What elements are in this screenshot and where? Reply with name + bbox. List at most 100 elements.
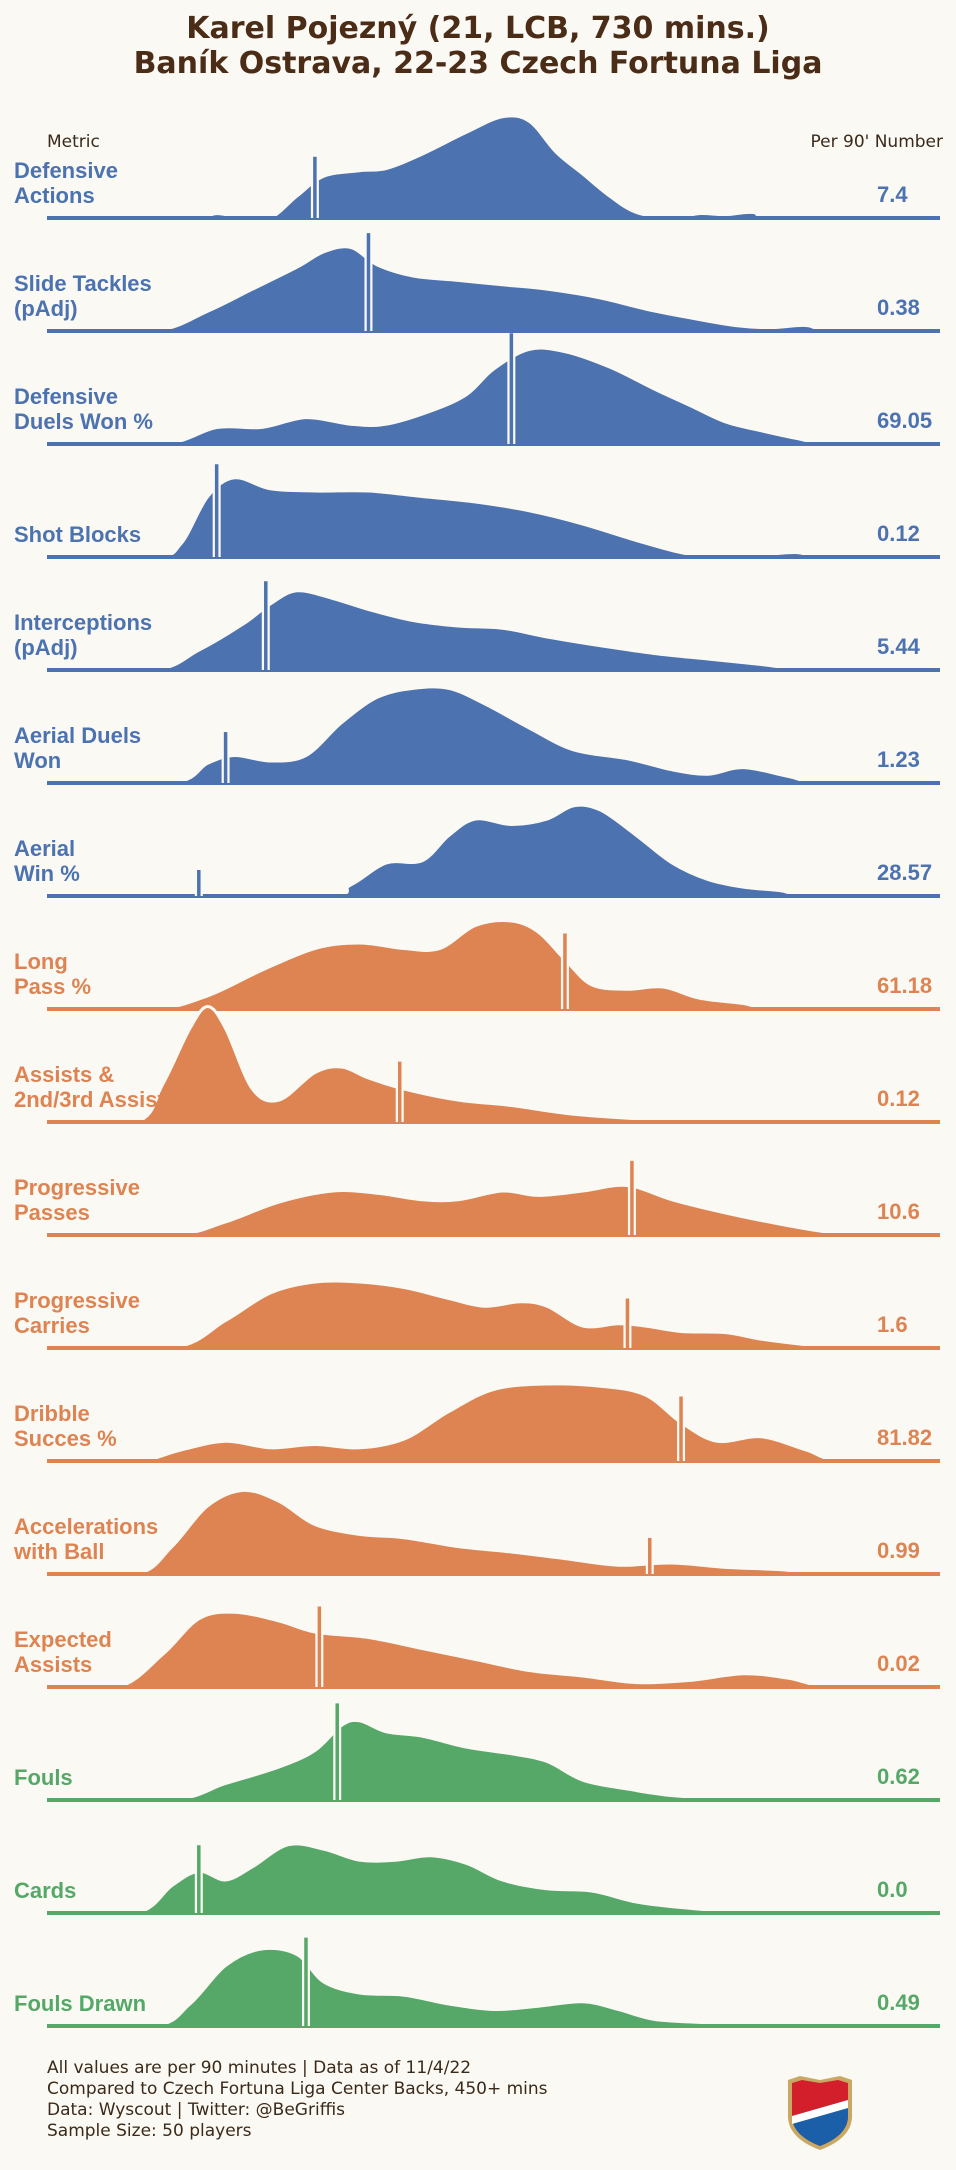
ridge-row [46, 114, 941, 222]
ridge-row [46, 1382, 941, 1464]
ridge-row [46, 464, 941, 560]
footer-line: Data: Wyscout | Twitter: @BeGriffis [47, 2100, 345, 2120]
metric-value: 0.38 [877, 295, 920, 320]
ridge-row [46, 1279, 941, 1352]
metric-label: Progressive Carries [14, 1288, 234, 1338]
density-area [46, 1004, 941, 1127]
metric-label: Cards [14, 1878, 234, 1903]
metric-label-line: Succes % [14, 1426, 117, 1451]
metric-label-line: Aerial [14, 836, 76, 861]
metric-label-line: Interceptions [14, 610, 153, 635]
metric-value: 0.49 [877, 1990, 920, 2015]
metric-value: 0.62 [877, 1764, 920, 1789]
footer-line: Sample Size: 50 players [47, 2121, 252, 2141]
metric-label: Dribble Succes % [14, 1401, 234, 1451]
fc-banik-ostrava-crest-icon [788, 2076, 852, 2150]
metric-label-line: Progressive [14, 1288, 140, 1313]
metric-label: Progressive Passes [14, 1175, 234, 1225]
metric-label-line: Pass % [14, 974, 92, 999]
metric-label: Long Pass % [14, 949, 234, 999]
density-area [46, 1183, 941, 1238]
ridge-row [46, 1842, 941, 1917]
density-area [46, 1718, 941, 1803]
metric-value: 81.82 [877, 1425, 933, 1450]
metric-label-line: Expected [14, 1627, 112, 1652]
ridgeline-chart [46, 114, 941, 2030]
metric-value: 0.0 [877, 1877, 908, 1902]
metric-label-line: 2nd/3rd Assists [14, 1087, 178, 1112]
metric-value: 61.18 [877, 973, 933, 998]
density-area [46, 1279, 941, 1352]
metric-label: Fouls Drawn [14, 1991, 234, 2016]
metric-label: Assists & 2nd/3rd Assists [14, 1062, 234, 1112]
ridge-row [46, 1488, 941, 1578]
metric-label-line: Assists [14, 1652, 93, 1677]
metric-label-line: Won [14, 748, 62, 773]
metric-label-line: (pAdj) [14, 296, 78, 321]
ridge-row [46, 233, 941, 334]
metric-value: 69.05 [877, 408, 933, 433]
metric-value: 0.99 [877, 1538, 920, 1563]
metric-label: Defensive Duels Won % [14, 384, 234, 434]
metric-label-line: Long [14, 949, 68, 974]
chart-title-line1: Karel Pojezný (21, LCB, 730 mins.) [186, 11, 770, 46]
ridge-row [46, 1937, 941, 2030]
metric-label: Shot Blocks [14, 522, 234, 547]
metric-label: Expected Assists [14, 1627, 234, 1677]
metric-label: Interceptions (pAdj) [14, 610, 234, 660]
density-area [46, 476, 941, 560]
ridge-row [46, 333, 941, 447]
metric-label-line: Carries [14, 1313, 90, 1338]
density-area [46, 1488, 941, 1578]
value-column-header: Per 90' Number [810, 132, 944, 152]
metric-value: 0.12 [877, 1086, 920, 1111]
chart-title-line2: Baník Ostrava, 22-23 Czech Fortuna Liga [133, 46, 823, 81]
density-area [46, 803, 941, 899]
metric-value: 0.02 [877, 1651, 920, 1676]
metric-value: 28.57 [877, 860, 933, 885]
metric-column-header: Metric [47, 132, 100, 152]
density-area [46, 919, 941, 1012]
ridge-row [46, 1703, 941, 1803]
metric-label-line: Fouls [14, 1765, 73, 1790]
metric-label-line: Shot Blocks [14, 522, 142, 547]
ridge-row [46, 685, 941, 786]
ridge-row [46, 803, 941, 899]
metric-label: Accelerations with Ball [14, 1514, 234, 1564]
ridge-row [46, 581, 941, 673]
metric-value: 7.4 [877, 182, 908, 207]
metric-label-line: Progressive [14, 1175, 140, 1200]
density-area [46, 1610, 941, 1691]
density-area [46, 1382, 941, 1464]
metric-label-line: Accelerations [14, 1514, 159, 1539]
density-area [46, 1842, 941, 1917]
density-area [46, 1946, 941, 2030]
density-area [46, 685, 941, 786]
ridge-row [46, 1160, 941, 1238]
footer-line: All values are per 90 minutes | Data as … [47, 2058, 472, 2078]
metric-label-line: Assists & [14, 1062, 115, 1087]
density-area [46, 245, 941, 334]
metric-label: Aerial Duels Won [14, 723, 234, 773]
metric-label-line: Cards [14, 1878, 77, 1903]
ridge-row [46, 919, 941, 1012]
metric-label-line: Duels Won % [14, 409, 153, 434]
ridge-row [46, 1606, 941, 1691]
metric-label: Defensive Actions [14, 158, 234, 208]
footer-notes: All values are per 90 minutes | Data as … [47, 2058, 548, 2142]
metric-label-line: Slide Tackles [14, 271, 152, 296]
metric-label: Fouls [14, 1765, 234, 1790]
ridge-row [46, 1004, 941, 1127]
metric-label: Slide Tackles (pAdj) [14, 271, 234, 321]
metric-label-line: Defensive [14, 158, 118, 183]
metric-label-line: Fouls Drawn [14, 1991, 147, 2016]
metric-label: Aerial Win % [14, 836, 234, 886]
metric-label-line: Win % [14, 861, 80, 886]
metric-label-line: Actions [14, 183, 95, 208]
metric-value: 1.6 [877, 1312, 908, 1337]
metric-value: 0.12 [877, 521, 920, 546]
density-area [46, 589, 941, 673]
metric-label-line: (pAdj) [14, 635, 78, 660]
metric-value: 10.6 [877, 1199, 920, 1224]
metric-label-line: Defensive [14, 384, 118, 409]
